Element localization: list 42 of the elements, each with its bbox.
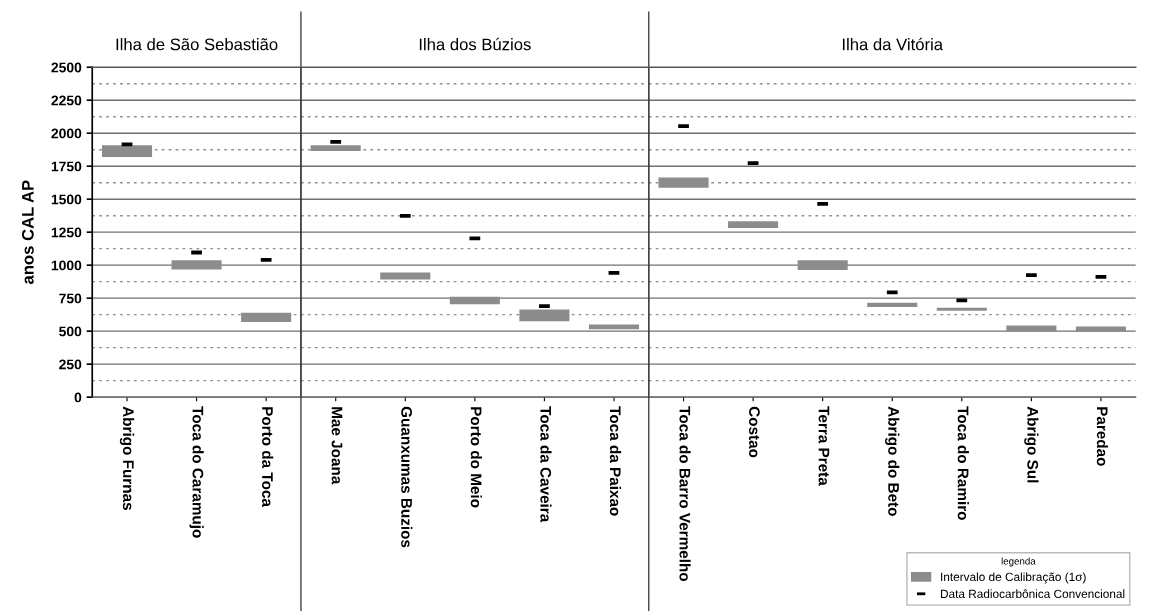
y-tick-label: 1250 <box>51 227 82 238</box>
legend-label: Intervalo de Calibração (1σ) <box>941 572 1086 584</box>
x-tick-label: Paredao <box>1096 407 1109 466</box>
bar <box>449 296 500 305</box>
bar <box>588 324 640 330</box>
chart-title: Ilha de São Sebastião <box>116 38 278 51</box>
y-axis-title: anos CAL AP <box>21 180 34 285</box>
x-tick-label: Guanxumas Buzios <box>401 406 413 548</box>
x-tick-label: Abrigo Furnas <box>119 406 135 510</box>
x-tick-label: Toca do Caramujo <box>189 406 204 538</box>
y-tick-label: 500 <box>59 326 82 337</box>
y-tick-label: 2500 <box>51 62 82 73</box>
y-tick-label: 2000 <box>51 128 82 139</box>
y-tick-label: 1000 <box>51 260 82 271</box>
bar <box>171 260 222 270</box>
x-tick-label: Costao <box>749 406 760 458</box>
legend-label: Data Radiocarbônica Convencional <box>940 589 1125 599</box>
bar <box>797 260 848 270</box>
x-tick-label: Toca do Barro Vermelho <box>679 406 691 582</box>
y-tick-label: 1500 <box>51 194 82 205</box>
x-tick-label: Mae Joana <box>331 407 343 485</box>
bar <box>867 302 918 308</box>
chart-title: Ilha dos Búzios <box>419 37 531 51</box>
x-tick-label: Porto da Toca <box>262 407 274 508</box>
legend-title: legenda <box>1001 557 1036 567</box>
x-tick-label: Abrigo Sul <box>1024 406 1039 483</box>
chart-title: Ilha da Vitória <box>842 37 944 51</box>
x-tick-label: Toca da Paixao <box>609 406 622 516</box>
x-tick-label: Toca do Ramiro <box>957 406 969 520</box>
y-tick-label: 750 <box>59 293 82 304</box>
x-tick-label: Toca da Caveira <box>540 406 552 523</box>
bar <box>936 307 987 311</box>
y-tick-label: 1750 <box>51 161 82 172</box>
x-tick-label: Abrigo do Beto <box>885 406 900 516</box>
bar <box>728 221 779 228</box>
y-tick-label: 0 <box>74 392 82 403</box>
x-tick-label: Terra Preta <box>818 406 830 486</box>
bar <box>1006 325 1057 332</box>
y-tick-label: 2250 <box>51 95 82 106</box>
y-tick-label: 250 <box>59 359 82 370</box>
x-tick-label: Porto do Meio <box>470 407 482 508</box>
bar <box>1075 326 1126 332</box>
